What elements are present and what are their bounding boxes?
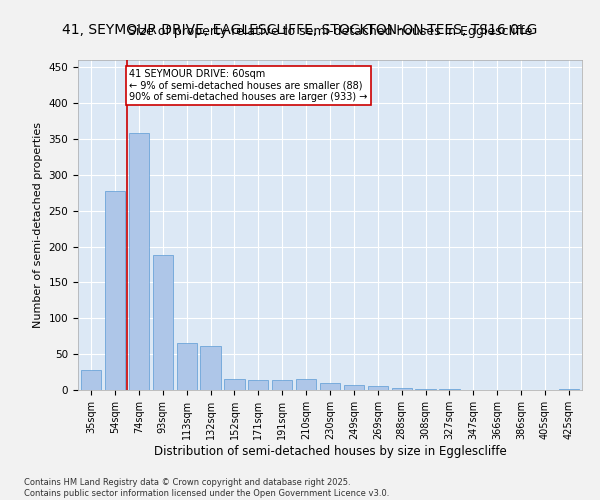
Y-axis label: Number of semi-detached properties: Number of semi-detached properties bbox=[33, 122, 43, 328]
Bar bbox=[81, 370, 101, 390]
Bar bbox=[344, 385, 364, 390]
X-axis label: Distribution of semi-detached houses by size in Egglescliffe: Distribution of semi-detached houses by … bbox=[154, 444, 506, 458]
Bar bbox=[224, 379, 245, 390]
Bar bbox=[296, 379, 316, 390]
Bar bbox=[105, 190, 125, 390]
Bar bbox=[129, 133, 149, 390]
Bar bbox=[272, 380, 292, 390]
Text: 41, SEYMOUR DRIVE, EAGLESCLIFFE, STOCKTON-ON-TEES, TS16 0LG: 41, SEYMOUR DRIVE, EAGLESCLIFFE, STOCKTO… bbox=[62, 22, 538, 36]
Bar bbox=[200, 346, 221, 390]
Bar bbox=[152, 255, 173, 390]
Bar bbox=[368, 386, 388, 390]
Text: 41 SEYMOUR DRIVE: 60sqm
← 9% of semi-detached houses are smaller (88)
90% of sem: 41 SEYMOUR DRIVE: 60sqm ← 9% of semi-det… bbox=[130, 68, 368, 102]
Bar bbox=[415, 388, 436, 390]
Bar bbox=[320, 383, 340, 390]
Title: Size of property relative to semi-detached houses in Egglescliffe: Size of property relative to semi-detach… bbox=[128, 25, 532, 38]
Bar bbox=[559, 388, 579, 390]
Bar bbox=[176, 344, 197, 390]
Bar bbox=[248, 380, 268, 390]
Text: Contains HM Land Registry data © Crown copyright and database right 2025.
Contai: Contains HM Land Registry data © Crown c… bbox=[24, 478, 389, 498]
Bar bbox=[392, 388, 412, 390]
